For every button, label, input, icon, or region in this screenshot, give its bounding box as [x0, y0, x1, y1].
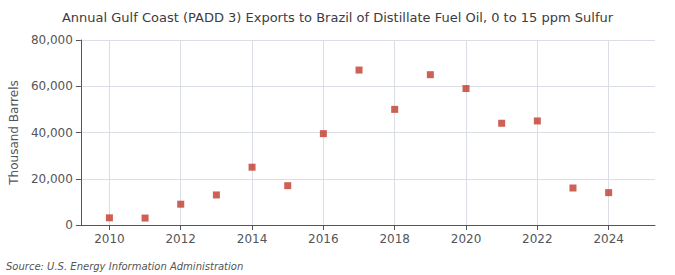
svg-text:2014: 2014	[237, 232, 268, 246]
svg-text:0: 0	[65, 218, 73, 232]
svg-text:60,000: 60,000	[31, 79, 73, 93]
svg-text:2024: 2024	[593, 232, 624, 246]
svg-text:2018: 2018	[379, 232, 410, 246]
svg-text:80,000: 80,000	[31, 33, 73, 47]
svg-text:20,000: 20,000	[31, 172, 73, 186]
svg-text:2012: 2012	[165, 232, 196, 246]
svg-text:2020: 2020	[451, 232, 482, 246]
svg-text:Source: U.S. Energy Informatio: Source: U.S. Energy Information Administ…	[6, 261, 243, 272]
svg-text:Annual Gulf Coast (PADD 3) Exp: Annual Gulf Coast (PADD 3) Exports to Br…	[62, 10, 614, 25]
svg-text:2016: 2016	[308, 232, 339, 246]
svg-text:40,000: 40,000	[31, 126, 73, 140]
svg-text:2010: 2010	[94, 232, 125, 246]
svg-text:2022: 2022	[522, 232, 553, 246]
svg-text:Thousand Barrels: Thousand Barrels	[7, 80, 21, 185]
